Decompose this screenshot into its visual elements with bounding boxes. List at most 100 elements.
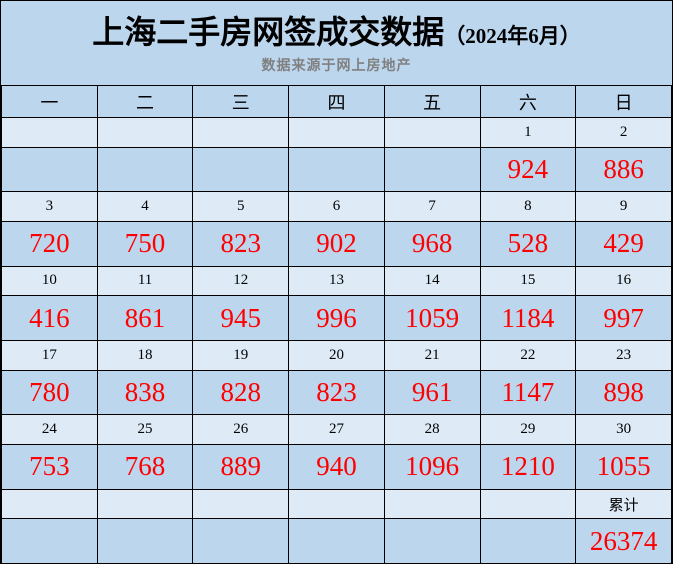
- date-cell: 15: [479, 265, 577, 297]
- date-cell: 8: [479, 191, 577, 223]
- deal-count-cell: [96, 146, 194, 193]
- deal-count-cell: 1055: [575, 443, 672, 490]
- date-cell: 23: [575, 339, 672, 371]
- deal-count-cell: 996: [288, 295, 385, 341]
- deal-count-cell: 838: [96, 369, 194, 416]
- date-cell: [192, 117, 290, 148]
- deal-count-cell: 861: [96, 295, 194, 341]
- deal-count-cell: [1, 146, 98, 193]
- calendar-table: 一 二 三 四 五 六 日 1 2 924 886 3 4 5 6 7 8 9 720 750 823 90…: [1, 85, 672, 563]
- title-block: 上海二手房网签成交数据（2024年6月） 数据来源于网上房地产: [1, 1, 672, 85]
- date-cell: 19: [192, 339, 290, 371]
- date-cell: [288, 117, 385, 148]
- summary-label-row: 累计: [1, 488, 672, 520]
- date-cell: 3: [1, 191, 98, 223]
- date-cell: 28: [383, 414, 481, 445]
- value-row: 780 838 828 823 961 1147 898: [1, 369, 672, 416]
- empty-cell: [1, 518, 98, 563]
- deal-count-cell: 780: [1, 369, 98, 416]
- deal-count-cell: [288, 146, 385, 193]
- deal-count-cell: 961: [383, 369, 481, 416]
- deal-count-cell: 968: [383, 221, 481, 267]
- date-cell: 20: [288, 339, 385, 371]
- deal-count-cell: 1147: [479, 369, 577, 416]
- deal-count-cell: 902: [288, 221, 385, 267]
- deal-count-cell: 1184: [479, 295, 577, 341]
- empty-cell: [96, 488, 194, 520]
- deal-count-cell: 945: [192, 295, 290, 341]
- page-title-date: （2024年6月）: [444, 24, 581, 48]
- empty-cell: [96, 518, 194, 563]
- value-row: 753 768 889 940 1096 1210 1055: [1, 443, 672, 490]
- empty-cell: [479, 488, 577, 520]
- deal-count-cell: 940: [288, 443, 385, 490]
- date-cell: 26: [192, 414, 290, 445]
- weekday-header-wed: 三: [192, 85, 290, 118]
- date-cell: [96, 117, 194, 148]
- value-row: 416 861 945 996 1059 1184 997: [1, 295, 672, 341]
- date-cell: 17: [1, 339, 98, 371]
- deal-count-cell: 889: [192, 443, 290, 490]
- summary-body: 累计 26374: [1, 488, 672, 563]
- deal-count-cell: 1059: [383, 295, 481, 341]
- date-cell: 30: [575, 414, 672, 445]
- deal-count-cell: 997: [575, 295, 672, 341]
- weekday-header-sat: 六: [479, 85, 577, 118]
- date-cell: 7: [383, 191, 481, 223]
- weekday-header-sun: 日: [575, 85, 672, 118]
- data-source-subtitle: 数据来源于网上房地产: [261, 58, 412, 74]
- deal-count-cell: 1096: [383, 443, 481, 490]
- empty-cell: [383, 488, 481, 520]
- cumulative-label: 累计: [575, 488, 672, 520]
- deal-count-cell: 823: [192, 221, 290, 267]
- date-row: 10 11 12 13 14 15 16: [1, 265, 672, 297]
- date-cell: 6: [288, 191, 385, 223]
- empty-cell: [192, 488, 290, 520]
- deal-count-cell: 886: [575, 146, 672, 193]
- deal-count-cell: 753: [1, 443, 98, 490]
- deal-count-cell: 828: [192, 369, 290, 416]
- deal-count-cell: 750: [96, 221, 194, 267]
- empty-cell: [288, 488, 385, 520]
- date-cell: 27: [288, 414, 385, 445]
- date-cell: 2: [575, 117, 672, 148]
- empty-cell: [288, 518, 385, 563]
- weekday-header-row: 一 二 三 四 五 六 日: [1, 85, 672, 118]
- deal-count-cell: 429: [575, 221, 672, 267]
- date-cell: 9: [575, 191, 672, 223]
- value-row: 924 886: [1, 146, 672, 193]
- cumulative-total-value: 26374: [575, 518, 672, 563]
- date-cell: 12: [192, 265, 290, 297]
- empty-cell: [383, 518, 481, 563]
- empty-cell: [479, 518, 577, 563]
- date-row: 24 25 26 27 28 29 30: [1, 414, 672, 445]
- date-cell: 24: [1, 414, 98, 445]
- date-cell: 29: [479, 414, 577, 445]
- deal-count-cell: 768: [96, 443, 194, 490]
- date-cell: 22: [479, 339, 577, 371]
- weekday-header-fri: 五: [383, 85, 481, 118]
- date-cell: 21: [383, 339, 481, 371]
- date-cell: [383, 117, 481, 148]
- deal-count-cell: 823: [288, 369, 385, 416]
- summary-value-row: 26374: [1, 518, 672, 563]
- date-cell: [1, 117, 98, 148]
- date-cell: 18: [96, 339, 194, 371]
- empty-cell: [192, 518, 290, 563]
- value-row: 720 750 823 902 968 528 429: [1, 221, 672, 267]
- deal-count-cell: 924: [479, 146, 577, 193]
- deal-count-cell: 528: [479, 221, 577, 267]
- date-cell: 14: [383, 265, 481, 297]
- calendar-body: 1 2 924 886 3 4 5 6 7 8 9 720 750 823 902 968 528 429 10 11…: [1, 117, 672, 490]
- weekday-header-thu: 四: [288, 85, 385, 118]
- deal-count-cell: 720: [1, 221, 98, 267]
- deal-count-cell: 416: [1, 295, 98, 341]
- date-cell: 16: [575, 265, 672, 297]
- deal-count-cell: 898: [575, 369, 672, 416]
- date-row: 17 18 19 20 21 22 23: [1, 339, 672, 371]
- deal-count-cell: 1210: [479, 443, 577, 490]
- date-cell: 1: [479, 117, 577, 148]
